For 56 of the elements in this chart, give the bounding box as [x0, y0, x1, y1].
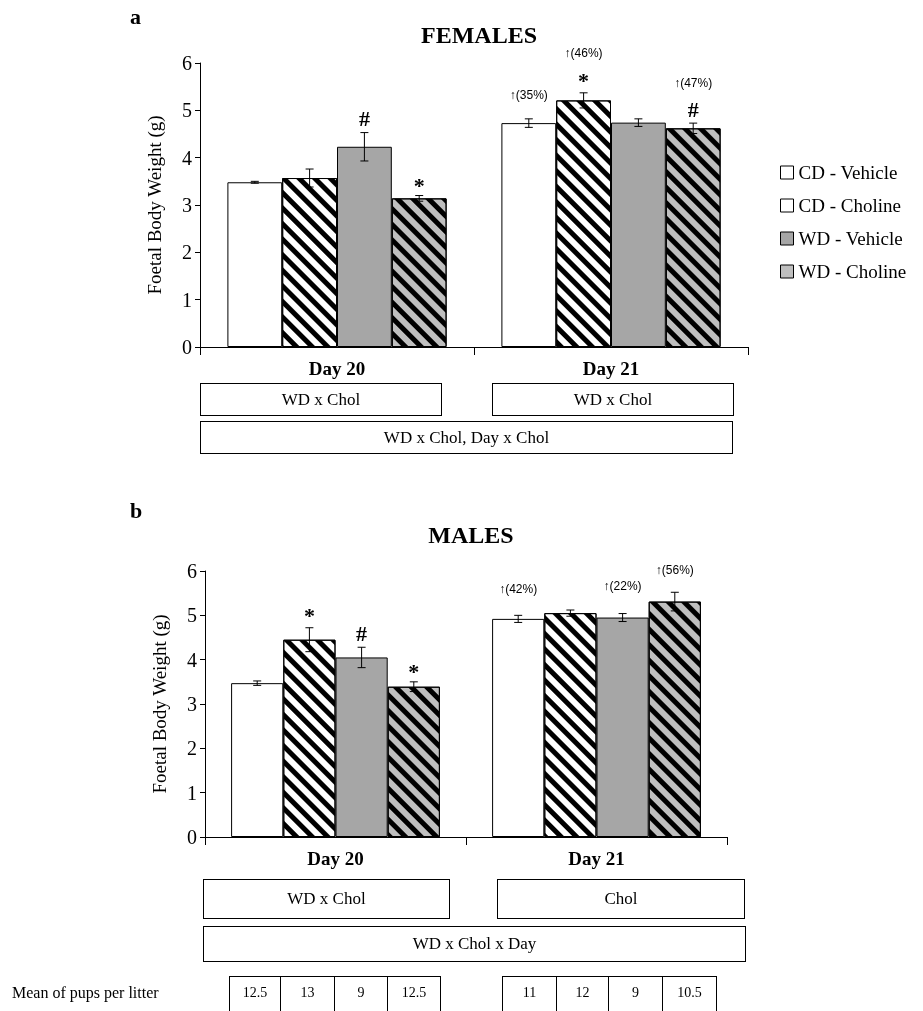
- legend-label: CD - Vehicle: [798, 162, 898, 183]
- text: b: [130, 498, 143, 524]
- x-tick-label: Day 21: [582, 358, 640, 379]
- annotation: *: [578, 68, 590, 94]
- x-tick-label: Day 20: [307, 848, 364, 869]
- annotation: *: [303, 603, 315, 629]
- y-tick-label: 1: [182, 288, 192, 311]
- y-tick-label: 2: [187, 737, 197, 760]
- chart-title: MALES: [428, 522, 514, 548]
- text: WD x Chol: [203, 879, 450, 919]
- annotation: *: [413, 173, 425, 199]
- y-tick-label: 5: [182, 99, 192, 122]
- y-tick-label: 6: [182, 52, 192, 74]
- y-tick-label: 5: [187, 604, 197, 627]
- text: WD x Chol x Day: [203, 926, 746, 962]
- annotation: #: [358, 106, 370, 132]
- y-tick-label: 3: [182, 194, 192, 216]
- annotation: *: [408, 659, 420, 685]
- y-tick-label: 4: [187, 648, 197, 671]
- text: 9: [334, 976, 388, 1011]
- annotation: ↑(35%): [509, 87, 548, 102]
- text: 13: [280, 976, 335, 1011]
- y-tick-label: 3: [187, 693, 197, 715]
- annotation: ↑(47%): [674, 76, 713, 91]
- annotation: ↑(56%): [655, 563, 694, 578]
- x-tick-label: Day 20: [308, 358, 366, 379]
- text: Chol: [497, 879, 745, 919]
- text: WD x Chol: [200, 383, 442, 416]
- y-tick-label: 1: [187, 781, 197, 804]
- text: 12.5: [387, 976, 441, 1011]
- legend-label: CD - Choline: [798, 195, 901, 216]
- y-tick-label: 6: [187, 560, 197, 582]
- y-tick-label: 4: [182, 146, 192, 169]
- text: Mean of pups per litter: [12, 984, 159, 1002]
- text: 12.5: [229, 976, 281, 1011]
- text: WD x Chol, Day x Chol: [200, 421, 733, 454]
- text: ↑(46%): [564, 45, 603, 60]
- y-axis-title: Foetal Body Weight (g): [144, 115, 166, 295]
- y-tick-label: 0: [187, 826, 197, 848]
- y-tick-label: 0: [182, 336, 192, 358]
- legend-label: WD - Vehicle: [798, 228, 903, 249]
- y-axis-title: Foetal Body Weight (g): [149, 614, 171, 794]
- text: 12: [556, 976, 609, 1011]
- y-tick-label: 2: [182, 241, 192, 264]
- text: 10.5: [662, 976, 717, 1011]
- legend-label: WD - Choline: [798, 261, 907, 282]
- text: a: [130, 4, 141, 30]
- text: WD x Chol: [492, 383, 734, 416]
- annotation: ↑(42%): [499, 582, 538, 597]
- x-tick-label: Day 21: [568, 848, 625, 869]
- annotation: #: [356, 620, 368, 646]
- annotation: ↑(22%): [603, 578, 642, 593]
- text: 9: [608, 976, 663, 1011]
- text: 11: [502, 976, 557, 1011]
- annotation: #: [687, 96, 699, 122]
- chart-title: FEMALES: [420, 22, 538, 48]
